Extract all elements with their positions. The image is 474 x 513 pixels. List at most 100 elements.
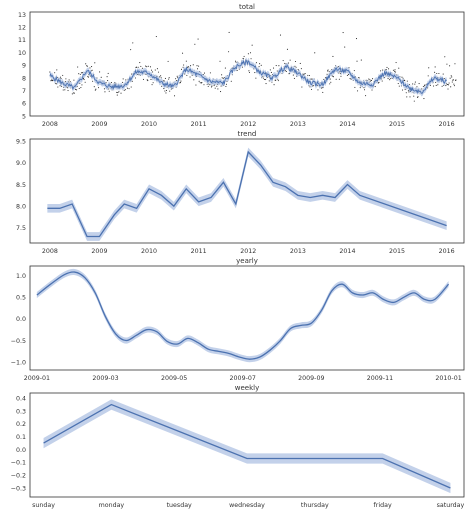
observation-point: [207, 85, 209, 87]
observation-point: [160, 77, 162, 79]
observation-point: [83, 79, 85, 81]
x-tick-label: wednesday: [229, 502, 265, 509]
observation-point: [147, 65, 149, 67]
observation-point: [79, 73, 81, 75]
observation-point: [203, 84, 205, 86]
axes-frame: [29, 138, 465, 244]
observation-point: [67, 89, 69, 92]
panel-title: trend: [238, 130, 257, 138]
observation-point: [378, 81, 380, 83]
observation-point: [62, 89, 64, 91]
observation-point: [124, 89, 126, 91]
uncertainty-band: [47, 147, 447, 241]
observation-point: [73, 79, 75, 81]
observation-point: [71, 93, 73, 95]
observation-point: [416, 86, 418, 88]
observation-point: [314, 52, 316, 54]
observation-point: [408, 91, 410, 93]
observation-point: [85, 63, 87, 65]
observation-point: [103, 88, 105, 90]
observation-point: [388, 68, 390, 70]
observation-point: [338, 78, 340, 80]
observation-point: [263, 78, 265, 81]
observation-point: [94, 89, 96, 91]
observation-point: [230, 80, 232, 82]
observation-point: [327, 69, 329, 71]
observation-point: [332, 76, 335, 78]
observation-point: [324, 77, 327, 79]
observation-point: [249, 52, 252, 54]
y-tick-label: 12: [18, 25, 26, 32]
observation-point: [206, 83, 208, 85]
observation-point: [220, 91, 222, 93]
observation-point: [401, 89, 404, 91]
observation-point: [287, 62, 290, 64]
observation-point: [64, 89, 66, 91]
observation-point: [309, 86, 311, 88]
observation-point: [255, 62, 257, 64]
observation-point: [80, 72, 82, 74]
plot-area: [49, 31, 457, 102]
observation-point: [189, 76, 191, 78]
observation-point: [156, 68, 158, 70]
observation-point: [201, 82, 203, 84]
observation-point: [329, 78, 331, 80]
observation-point: [454, 63, 456, 65]
observation-point: [447, 88, 449, 90]
observation-point: [381, 80, 383, 82]
observation-point: [159, 76, 161, 78]
y-tick-label: 9.5: [16, 138, 26, 145]
observation-point: [297, 68, 299, 71]
observation-point: [339, 73, 341, 75]
observation-point: [279, 34, 282, 36]
observation-point: [221, 74, 223, 76]
observation-point: [277, 80, 279, 82]
observation-point: [130, 86, 132, 88]
observation-point: [453, 85, 455, 87]
x-tick-label: 2014: [339, 248, 355, 255]
x-tick-label: 2011: [191, 121, 207, 128]
observation-point: [107, 72, 109, 74]
observation-point: [142, 78, 145, 80]
observation-point: [427, 87, 429, 89]
observation-point: [210, 86, 213, 88]
observation-point: [132, 42, 134, 44]
observation-point: [369, 80, 371, 82]
observation-point: [126, 87, 128, 89]
observation-point: [427, 75, 429, 77]
x-tick-label: 2009-09: [298, 375, 324, 382]
observation-point: [182, 66, 184, 68]
y-tick-label: 0.0: [16, 447, 26, 454]
plot-area: [36, 268, 450, 363]
observation-point: [368, 78, 370, 80]
observation-point: [284, 70, 286, 72]
observation-point: [62, 74, 64, 76]
observation-point: [363, 89, 366, 91]
observation-point: [311, 78, 313, 80]
observation-point: [150, 69, 153, 71]
observation-point: [443, 78, 445, 80]
observation-point: [214, 87, 216, 89]
observation-point: [292, 74, 294, 76]
x-tick-label: 2015: [389, 248, 405, 255]
observation-point: [137, 66, 139, 68]
panel-trend: trend 7.5 8.0 8.5 9.0 9.5 2008 2009 2010 2011 2012…: [16, 130, 465, 255]
x-tick-label: 2012: [240, 121, 256, 128]
observation-point: [180, 80, 182, 82]
observation-point: [328, 71, 330, 73]
observation-point: [139, 62, 141, 64]
observation-point: [293, 77, 295, 79]
observation-point: [66, 87, 69, 89]
observation-point: [83, 78, 85, 80]
observation-point: [217, 88, 219, 90]
observation-point: [59, 76, 62, 78]
observation-point: [76, 89, 78, 91]
observation-point: [422, 85, 424, 88]
observation-point: [389, 79, 391, 81]
observation-point: [358, 77, 360, 79]
observation-point: [151, 84, 153, 86]
forecast-line: [49, 59, 447, 95]
observation-point: [446, 83, 449, 86]
observation-point: [412, 83, 414, 85]
observation-point: [265, 83, 267, 85]
